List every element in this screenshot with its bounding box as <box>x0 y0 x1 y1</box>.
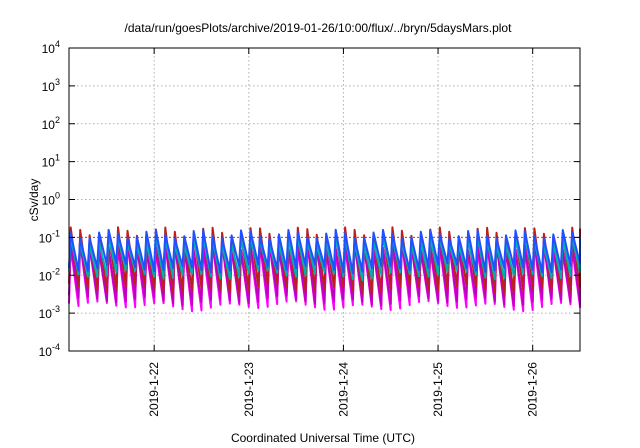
y-tick-label: 104 <box>42 39 60 56</box>
x-axis: 2019-1-22 2019-1-23 2019-1-24 2019-1-25 2019… <box>147 48 540 417</box>
x-tick-label: 2019-1-23 <box>242 362 256 417</box>
chart-title: /data/run/goesPlots/archive/2019-01-26/1… <box>125 21 513 35</box>
x-tick-label: 2019-1-24 <box>336 362 350 417</box>
y-tick-label: 10-4 <box>39 342 60 359</box>
y-tick-label: 10-2 <box>39 266 60 283</box>
x-axis-label: Coordinated Universal Time (UTC) <box>231 431 415 445</box>
y-tick-label: 103 <box>42 77 60 94</box>
series-line-4 <box>68 228 581 275</box>
y-tick-label: 100 <box>42 191 60 208</box>
y-tick-label: 10-3 <box>39 304 60 321</box>
x-tick-label: 2019-1-22 <box>147 362 161 417</box>
x-tick-label: 2019-1-25 <box>431 362 445 417</box>
y-tick-label: 101 <box>42 153 60 170</box>
y-axis: 10-4 10-3 10-2 10-1 100 101 102 103 104 <box>39 39 580 359</box>
series-line-1 <box>68 240 581 307</box>
y-tick-label: 102 <box>42 115 60 132</box>
series-group <box>68 226 581 313</box>
x-tick-label: 2019-1-26 <box>526 362 540 417</box>
y-axis-label: cSv/day <box>27 179 41 222</box>
y-tick-label: 10-1 <box>39 228 60 245</box>
